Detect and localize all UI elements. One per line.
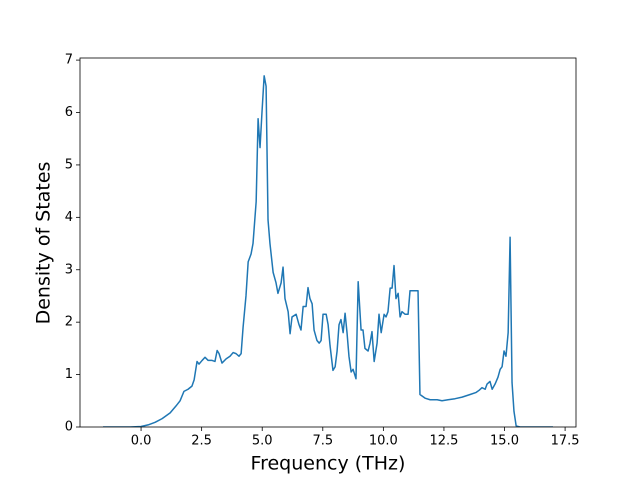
- x-tick-label: 7.5: [312, 434, 333, 449]
- y-tick-label: 5: [65, 157, 73, 172]
- y-tick-label: 6: [65, 105, 73, 120]
- x-tick-label: 2.5: [191, 434, 212, 449]
- data-line: [103, 75, 553, 427]
- y-tick-label: 4: [65, 210, 73, 225]
- y-tick-label: 7: [65, 53, 73, 68]
- x-axis-label: Frequency (THz): [251, 453, 406, 475]
- y-tick-label: 0: [65, 420, 73, 435]
- x-tick-label: 10.0: [369, 434, 398, 449]
- y-tick-label: 3: [65, 262, 73, 277]
- y-tick-label: 1: [65, 367, 73, 382]
- x-tick-label: 17.5: [551, 434, 580, 449]
- plot-frame: [79, 57, 577, 428]
- x-tick-label: 12.5: [429, 434, 458, 449]
- x-tick-label: 15.0: [490, 434, 519, 449]
- y-tick-label: 2: [65, 315, 73, 330]
- x-tick-label: 5.0: [252, 434, 273, 449]
- x-tick-label: 0.0: [131, 434, 152, 449]
- y-axis-label: Density of States: [33, 162, 55, 325]
